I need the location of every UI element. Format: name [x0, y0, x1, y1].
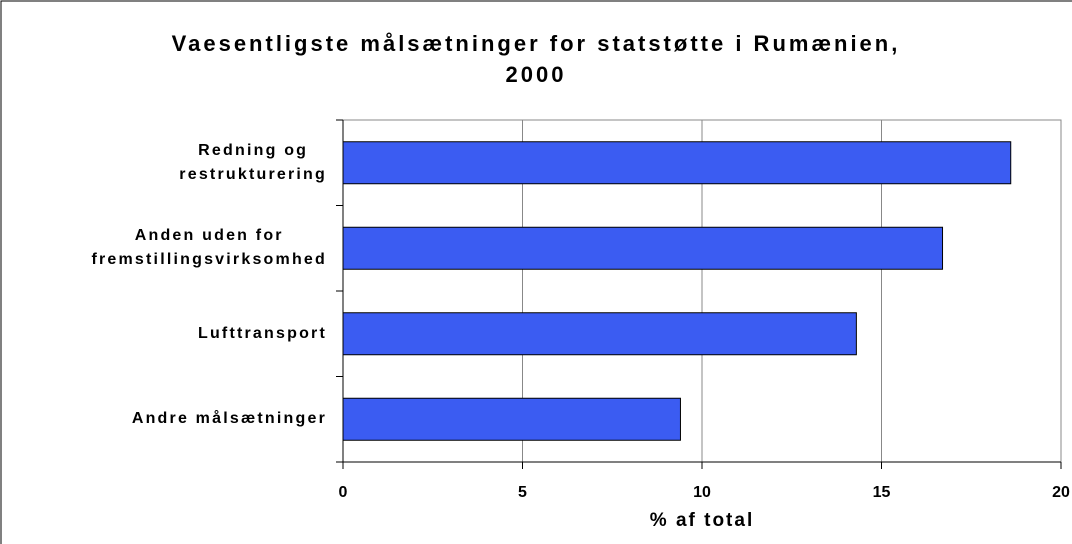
bar [342, 141, 1012, 185]
y-tick-label: Anden uden for fremstillingsvirksomhed [91, 227, 327, 269]
y-tick-label: Andre målsætninger [131, 410, 327, 428]
bar [342, 312, 857, 356]
x-tick-label: 5 [518, 484, 527, 501]
y-tick-label: Lufttransport [197, 324, 327, 342]
bar [342, 226, 944, 270]
x-tick-label: 0 [338, 484, 348, 501]
x-tick-label: 15 [872, 484, 891, 501]
y-tick-label: Redning og restrukturering [179, 141, 327, 183]
bar [342, 397, 681, 441]
chart-title: Vaesentligste målsætninger for statstøtt… [171, 31, 901, 87]
x-tick-label: 10 [693, 484, 711, 501]
x-tick-label: 20 [1052, 484, 1070, 501]
x-axis-label: % af total [649, 510, 755, 531]
